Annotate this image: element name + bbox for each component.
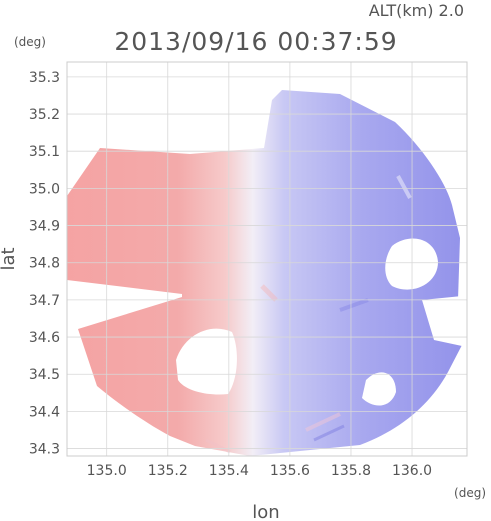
y-tick-label: 35.0 — [29, 181, 60, 197]
x-tick-label: 135.2 — [148, 463, 188, 479]
x-unit-label: (deg) — [454, 486, 486, 500]
x-tick-label: 136.0 — [392, 463, 432, 479]
y-tick-label: 35.2 — [29, 107, 60, 123]
chart-title: 2013/09/16 00:37:59 — [114, 27, 397, 56]
x-tick-labels: 135.0 135.2 135.4 135.6 135.8 136.0 — [87, 463, 432, 479]
radar-coverage — [67, 90, 462, 456]
blank-patch-east — [385, 238, 438, 290]
y-tick-label: 35.3 — [29, 70, 60, 86]
y-tick-label: 34.4 — [29, 404, 60, 420]
plot-frame — [66, 61, 468, 457]
grid — [67, 62, 467, 456]
y-tick-label: 35.1 — [29, 144, 60, 160]
blank-sector — [176, 328, 237, 395]
y-tick-label: 34.9 — [29, 219, 60, 235]
y-tick-label: 34.8 — [29, 256, 60, 272]
y-unit-label: (deg) — [14, 35, 46, 49]
y-tick-label: 34.7 — [29, 293, 60, 309]
y-tick-label: 34.5 — [29, 367, 60, 383]
x-tick-label: 135.8 — [331, 463, 371, 479]
blank-strip-east — [422, 296, 462, 346]
y-tick-labels: 34.3 34.4 34.5 34.6 34.7 34.8 34.9 35.0 35.1 35.2… — [29, 70, 60, 458]
y-tick-label: 34.6 — [29, 330, 60, 346]
x-tick-label: 135.4 — [209, 463, 249, 479]
x-tick-label: 135.6 — [270, 463, 310, 479]
y-axis-label: lat — [0, 247, 19, 270]
velocity-field — [67, 90, 462, 456]
x-axis-label: lon — [252, 502, 279, 521]
altitude-label: ALT(km) 2.0 — [369, 1, 464, 20]
x-tick-label: 135.0 — [87, 463, 127, 479]
y-tick-label: 34.3 — [29, 442, 60, 458]
blank-patch-southeast — [362, 372, 396, 406]
streaks — [205, 175, 412, 454]
